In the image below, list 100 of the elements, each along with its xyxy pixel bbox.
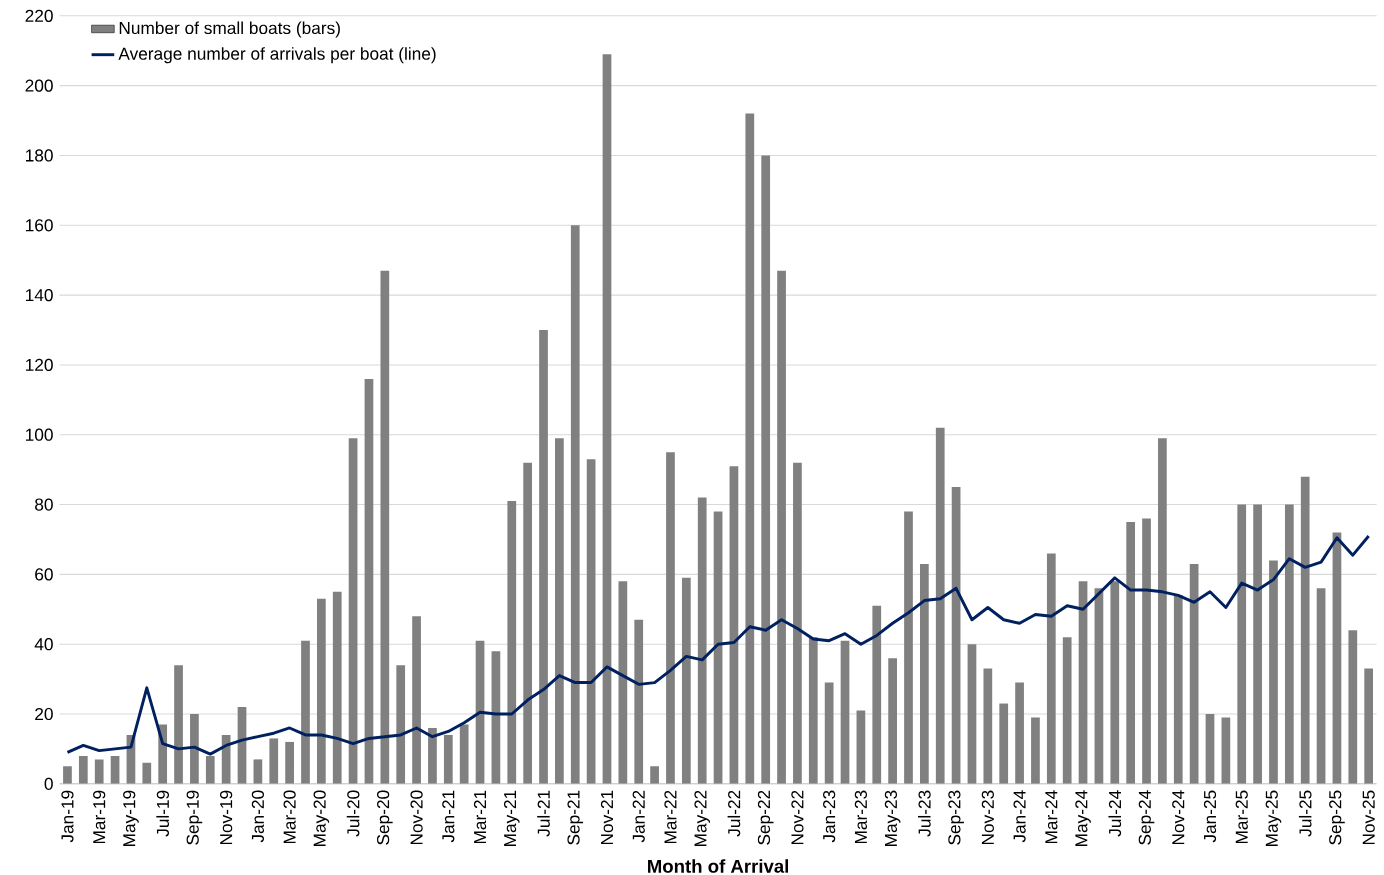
bar — [1237, 504, 1247, 784]
x-tick-label: May-25 — [1265, 790, 1282, 846]
x-tick-label: Jan-23 — [823, 790, 836, 843]
y-tick-label: 20 — [35, 707, 53, 721]
bar — [1269, 560, 1278, 784]
bar — [174, 665, 183, 784]
bar — [1189, 563, 1199, 784]
x-tick-label: Mar-24 — [1045, 790, 1058, 844]
x-tick-label: Sep-21 — [567, 790, 584, 845]
x-axis-title: Month of Arrival — [648, 859, 789, 873]
x-tick-label: Jan-22 — [632, 790, 645, 843]
bar — [729, 466, 739, 784]
x-tick-label: Mar-22 — [664, 790, 677, 844]
x-tick-label: Nov-22 — [791, 790, 804, 845]
legend-label: Number of small boats (bars) — [119, 21, 340, 38]
x-tick-label: Jul-25 — [1298, 790, 1312, 837]
x-tick-label: Jul-21 — [537, 790, 550, 837]
bar — [1158, 438, 1167, 784]
x-tick-label: Nov-19 — [220, 790, 233, 845]
bar — [920, 563, 929, 784]
bar — [840, 640, 850, 784]
x-tick-label: May-21 — [503, 790, 520, 846]
bar — [507, 501, 517, 784]
bar — [1015, 682, 1024, 784]
bar — [412, 616, 421, 784]
bar — [523, 462, 533, 784]
bar — [396, 665, 406, 784]
bar — [1142, 518, 1151, 784]
x-tick-label: Jul-24 — [1108, 790, 1122, 837]
y-tick-label: 220 — [25, 9, 53, 22]
x-tick-label: May-22 — [694, 790, 711, 846]
bar — [713, 511, 723, 784]
x-tick-label: Jan-21 — [442, 790, 455, 843]
bar — [1316, 588, 1326, 784]
bar — [285, 741, 294, 784]
bar — [459, 724, 469, 784]
bar — [142, 762, 152, 784]
bar — [348, 438, 358, 784]
bar — [967, 644, 977, 784]
bar — [269, 738, 279, 784]
y-tick-label: 100 — [26, 428, 53, 441]
x-tick-label: Nov-23 — [981, 790, 994, 845]
bar — [856, 710, 866, 784]
bar — [1253, 504, 1262, 784]
x-tick-label: Jul-20 — [346, 790, 360, 837]
bar — [745, 113, 755, 784]
x-tick-label: Nov-25 — [1362, 790, 1375, 845]
bar — [570, 225, 580, 784]
bar — [1173, 595, 1183, 784]
bar — [443, 734, 453, 784]
bar — [935, 427, 945, 784]
x-tick-label: Jan-24 — [1013, 790, 1026, 843]
x-tick-label: Mar-25 — [1235, 790, 1248, 844]
y-tick-label: 40 — [34, 638, 53, 651]
x-tick-label: Jul-19 — [156, 790, 170, 837]
bar — [428, 727, 437, 784]
bar — [650, 766, 659, 784]
bar — [888, 658, 897, 784]
bar — [364, 378, 374, 784]
bar — [1062, 637, 1072, 784]
bar — [681, 577, 691, 784]
bar — [1300, 476, 1310, 784]
y-tick-label: 80 — [35, 498, 53, 511]
bar — [586, 459, 596, 784]
bar — [301, 640, 310, 784]
x-tick-label: Mar-21 — [473, 790, 487, 844]
x-tick-label: Mar-19 — [93, 790, 106, 844]
y-tick-label: 140 — [26, 288, 53, 302]
bar — [1031, 717, 1040, 784]
x-tick-label: May-20 — [313, 790, 330, 846]
bar — [1110, 581, 1120, 784]
bar — [697, 497, 707, 784]
bar — [253, 759, 263, 784]
bar — [1205, 714, 1215, 784]
bar — [539, 330, 548, 784]
bar — [221, 734, 231, 784]
bar — [63, 766, 72, 784]
bar — [1094, 588, 1104, 784]
x-tick-label: May-23 — [884, 790, 901, 846]
bar — [634, 619, 644, 784]
bar — [618, 581, 628, 784]
bar — [205, 755, 215, 784]
y-tick-label: 160 — [26, 219, 53, 232]
x-tick-label: Sep-22 — [757, 790, 774, 845]
bar — [777, 270, 786, 784]
bar — [666, 452, 675, 784]
x-tick-label: May-24 — [1075, 790, 1091, 846]
bar — [555, 438, 564, 784]
bar — [602, 54, 612, 784]
bar — [316, 598, 326, 784]
bar — [808, 637, 818, 784]
bar — [951, 487, 961, 784]
x-tick-label: Jul-22 — [727, 790, 741, 837]
bar — [380, 270, 390, 784]
bar — [1332, 532, 1342, 784]
bar — [872, 605, 882, 784]
y-tick-label: 120 — [26, 358, 53, 372]
x-tick-label: Sep-25 — [1329, 790, 1345, 845]
bar — [1364, 668, 1374, 784]
x-tick-label: Nov-20 — [410, 790, 423, 845]
